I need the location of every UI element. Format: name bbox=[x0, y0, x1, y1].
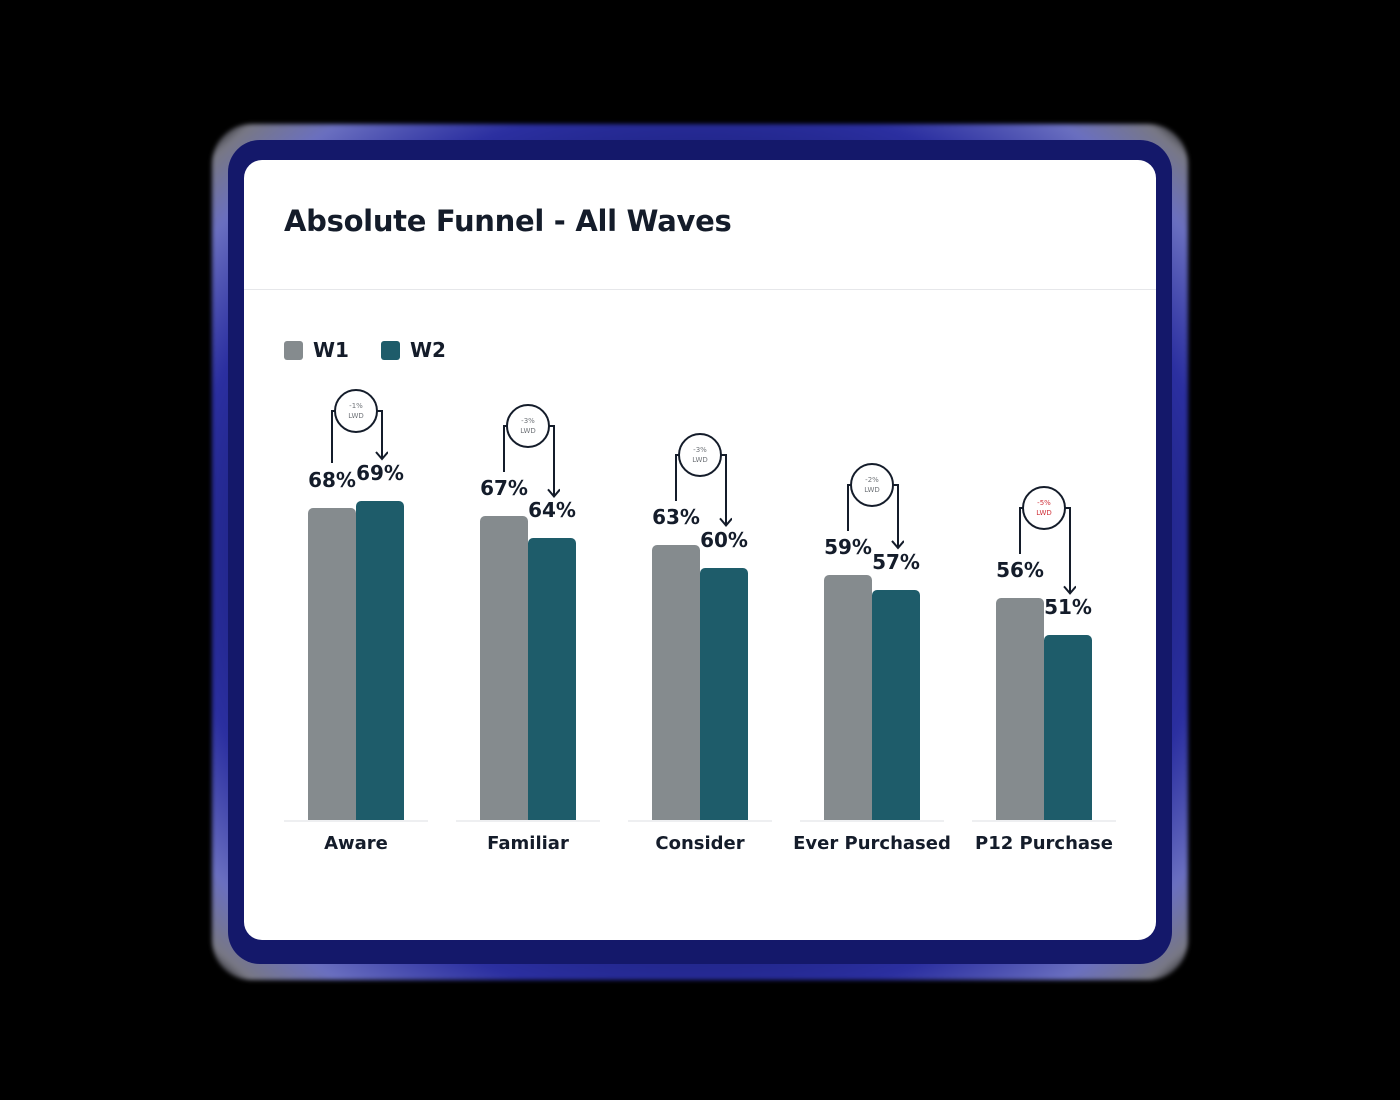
legend-label-w1: W1 bbox=[313, 338, 349, 362]
axis-baseline bbox=[800, 820, 944, 822]
bar-w1[interactable] bbox=[996, 597, 1044, 820]
axis-baseline bbox=[456, 820, 600, 822]
delta-unit: LWD bbox=[864, 486, 880, 495]
x-axis-category-label: Ever Purchased bbox=[793, 833, 951, 854]
value-label-w1: 59% bbox=[824, 535, 872, 560]
value-label-w2: 64% bbox=[528, 497, 576, 522]
x-axis-category-label: Familiar bbox=[487, 833, 569, 854]
delta-value: -3% bbox=[521, 416, 535, 425]
axis-baseline bbox=[628, 820, 772, 822]
delta-bubble: -3% LWD bbox=[678, 433, 722, 478]
axis-baseline bbox=[972, 820, 1116, 822]
bar-chart-plot: 68% 69% -1% LWD Aware 67% 64% -3% LWD Familiar 63%… bbox=[244, 160, 1156, 940]
chart-title: Absolute Funnel - All Waves bbox=[284, 204, 732, 238]
legend-swatch-w1 bbox=[284, 340, 303, 360]
delta-value: -3% bbox=[693, 446, 707, 455]
bar-w2[interactable] bbox=[872, 590, 920, 820]
value-label-w1: 63% bbox=[652, 505, 700, 530]
x-axis-category-label: Consider bbox=[655, 833, 745, 854]
value-label-w1: 67% bbox=[480, 475, 528, 500]
x-axis-category-label: P12 Purchase bbox=[975, 833, 1113, 854]
bar-w2[interactable] bbox=[528, 537, 576, 820]
delta-bubble: -2% LWD bbox=[850, 463, 894, 508]
delta-unit: LWD bbox=[1036, 508, 1052, 517]
value-label-w1: 56% bbox=[996, 557, 1044, 582]
delta-unit: LWD bbox=[692, 456, 708, 465]
bar-w2[interactable] bbox=[700, 567, 748, 820]
bar-w2[interactable] bbox=[356, 500, 404, 820]
value-label-w2: 60% bbox=[700, 527, 748, 552]
bar-w1[interactable] bbox=[652, 545, 700, 820]
delta-bubble: -5% LWD bbox=[1022, 485, 1066, 530]
delta-bubble: -3% LWD bbox=[506, 403, 550, 448]
legend-label-w2: W2 bbox=[409, 338, 446, 362]
delta-bubble: -1% LWD bbox=[334, 388, 378, 433]
legend-item-w1[interactable]: W1 bbox=[284, 338, 349, 362]
delta-value: -1% bbox=[349, 401, 363, 410]
value-label-w1: 68% bbox=[308, 468, 356, 493]
legend-item-w2[interactable]: W2 bbox=[380, 338, 446, 362]
chart-card: Absolute Funnel - All Waves W1 W2 68% 69%… bbox=[244, 160, 1156, 940]
legend: W1 W2 bbox=[284, 338, 478, 362]
x-axis-category-label: Aware bbox=[324, 833, 388, 854]
bar-w1[interactable] bbox=[480, 515, 528, 820]
delta-value: -2% bbox=[865, 476, 879, 485]
bar-w1[interactable] bbox=[308, 508, 356, 820]
value-label-w2: 69% bbox=[356, 460, 404, 485]
axis-baseline bbox=[284, 820, 428, 822]
bar-w1[interactable] bbox=[824, 575, 872, 820]
value-label-w2: 57% bbox=[872, 550, 920, 575]
legend-swatch-w2 bbox=[380, 340, 400, 360]
bar-w2[interactable] bbox=[1044, 635, 1092, 820]
delta-value: -5% bbox=[1037, 498, 1051, 507]
header-divider bbox=[244, 289, 1156, 290]
delta-unit: LWD bbox=[520, 426, 536, 435]
value-label-w2: 51% bbox=[1044, 595, 1092, 620]
delta-unit: LWD bbox=[348, 411, 364, 420]
